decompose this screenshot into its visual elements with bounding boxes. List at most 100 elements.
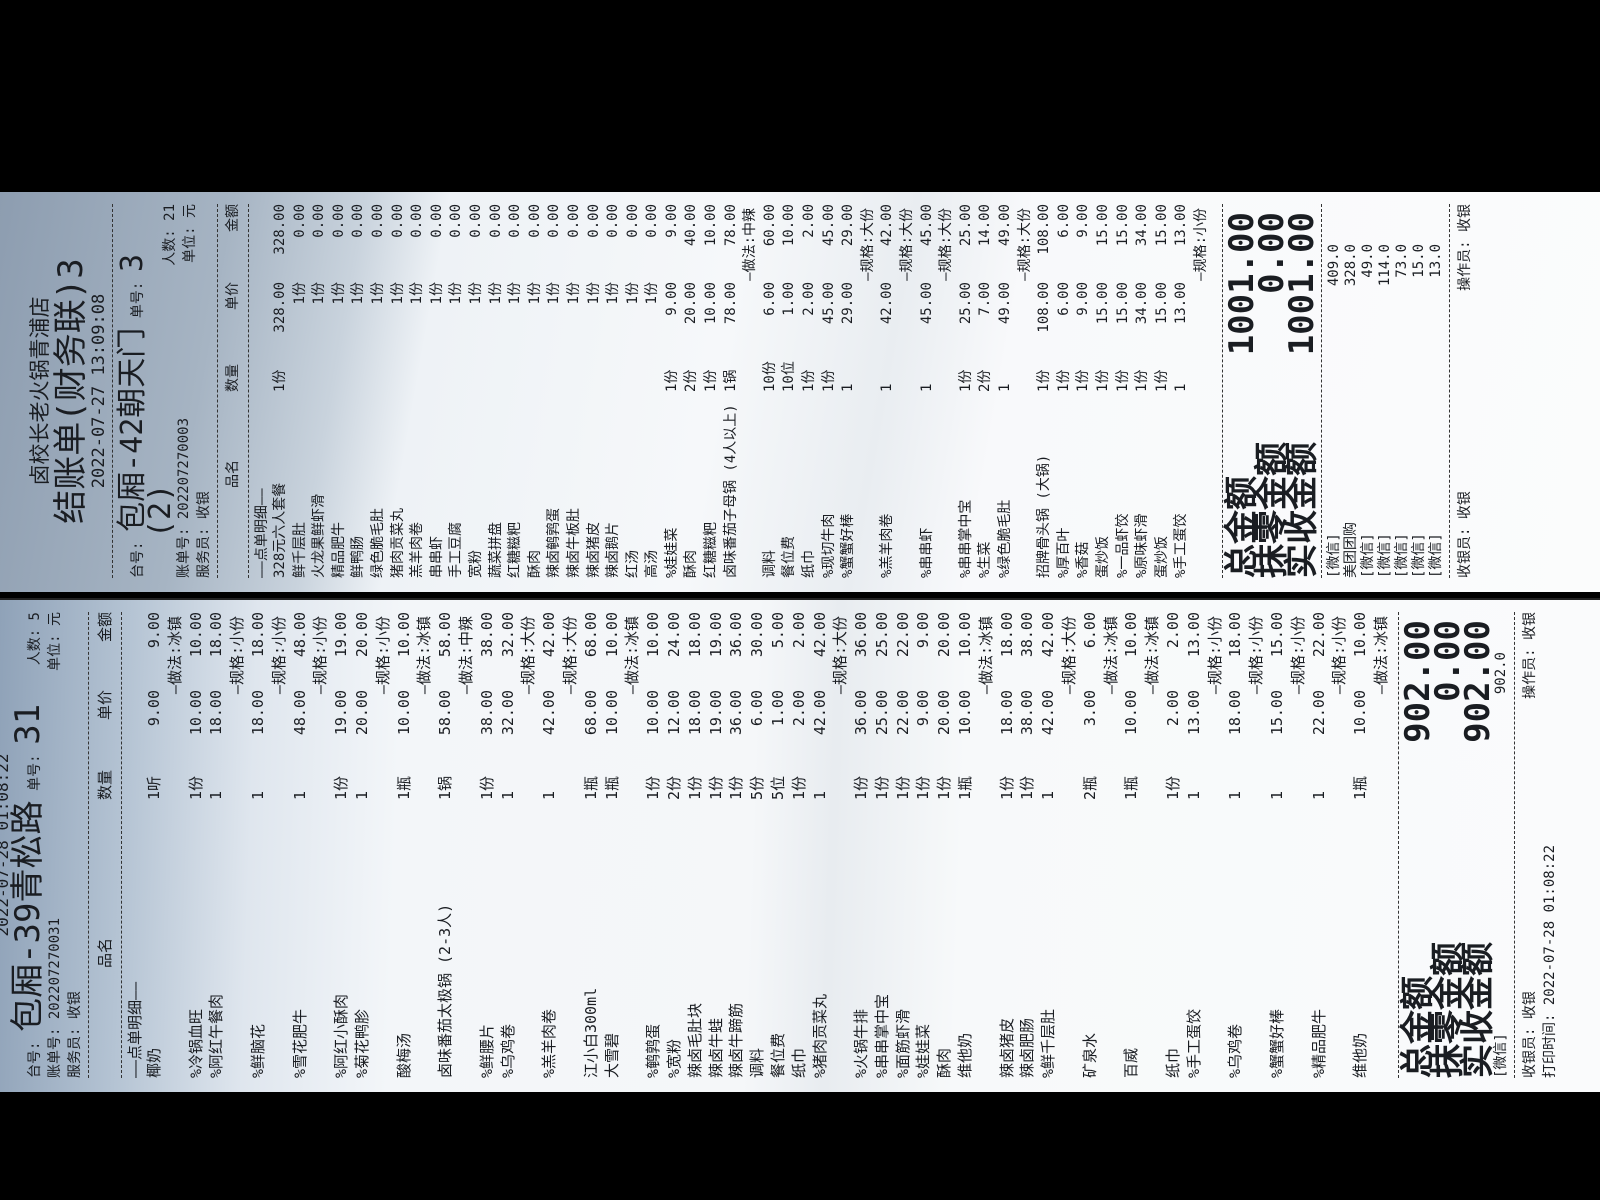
item-amount: 0.00 — [546, 204, 563, 238]
item-name: 酥肉 — [526, 550, 543, 578]
bill-no: 账单号: 202207270031 — [47, 917, 63, 1078]
item-qty — [585, 344, 605, 392]
total-value: 902.00 — [1457, 620, 1498, 743]
item-qty — [467, 344, 487, 392]
item-amount: 0.00 — [605, 204, 622, 238]
item-qty: 1 — [1184, 790, 1203, 800]
item-row: 绿色脆毛肚 1份 0.00 — [369, 204, 389, 578]
item-name: %羔羊肉卷 — [879, 513, 896, 578]
item-row: 纸巾 1份 2.00 2.00 — [789, 612, 810, 1078]
item-row: %羔羊肉卷 1 42.00 42.00 — [539, 612, 560, 1078]
item-name: 绿色脆毛肚 — [369, 508, 386, 578]
item-name: %鲜脑花 — [248, 1023, 267, 1078]
item-name: %鹌鹑蛋 — [644, 1023, 663, 1078]
item-price: 9.00 — [914, 690, 933, 727]
item-price: 9.00 — [145, 690, 163, 727]
divider — [88, 612, 89, 1078]
item-price: 1份 — [330, 282, 347, 305]
unit: 单位: 元 — [182, 204, 198, 263]
item-name: 调料 — [748, 1047, 767, 1078]
item-amount: 13.00 — [1184, 612, 1203, 658]
item-amount: 42.00 — [540, 612, 559, 658]
item-price: 7.00 — [977, 282, 994, 316]
order-no-label: 单号: — [130, 281, 146, 319]
item-price: 10.00 — [956, 690, 975, 736]
item-note: —规格:大份 — [899, 208, 915, 281]
payment-row: [微信] 49.0 — [1360, 204, 1377, 578]
item-price: 9.00 — [663, 282, 680, 316]
item-name: %冷锅血旺 — [186, 1008, 205, 1078]
item-price: 34.00 — [1134, 282, 1151, 325]
item-price: 15.00 — [1114, 282, 1131, 325]
item-name: %串串虾 — [918, 527, 935, 578]
totals: 总金额 902.00 抹零金额 0.00 实收金额 902.00 — [1398, 612, 1498, 1078]
item-amount: 2.00 — [789, 612, 808, 649]
item-row: 羔羊肉卷 1份 0.00 — [408, 204, 428, 578]
item-qty: 2份 — [683, 369, 700, 392]
item-name: 鲜千层肚 — [291, 522, 308, 578]
item-amount: 0.00 — [428, 204, 445, 238]
item-amount: 10.00 — [956, 612, 975, 658]
item-qty: 1 — [918, 383, 935, 392]
item-row: 猪肉贡菜丸 1份 0.00 — [389, 204, 409, 578]
item-note: —规格:小份 — [1205, 616, 1224, 695]
item-name: 维他奶 — [1351, 1032, 1370, 1078]
item-amount: 10.00 — [703, 204, 720, 247]
item-amount: 108.00 — [1036, 204, 1053, 255]
item-name: 百威 — [1122, 1047, 1141, 1078]
item-amount: 6.00 — [1080, 612, 1099, 649]
item-price: 20.00 — [683, 282, 700, 325]
item-row: 辣卤牛蹄筋 1份 36.00 36.00 — [726, 612, 747, 1078]
item-price: 1份 — [624, 282, 641, 305]
item-note: —做法:冰镇 — [1101, 616, 1120, 695]
item-name: 酸梅汤 — [394, 1032, 413, 1078]
item-row: %菊花鸭胗 1 20.00 20.00 — [352, 612, 373, 1078]
item-amount: 6.00 — [1055, 204, 1072, 238]
item-row: 餐位费 10位 1.00 10.00 — [780, 204, 800, 578]
payment-amount: 328.0 — [1342, 244, 1359, 287]
item-row: 椰奶 1听 9.00 9.00 — [144, 612, 165, 1078]
item-amount: 15.00 — [1094, 204, 1111, 247]
operator: 操作员: 收银 — [1456, 204, 1473, 291]
item-name: %鲜千层肚 — [1039, 1008, 1058, 1078]
item-price: 2.00 — [1164, 690, 1183, 727]
item-name: 鲜鸭肠 — [350, 536, 367, 578]
item-qty: 1瓶 — [1351, 775, 1370, 800]
item-amount: 9.00 — [663, 204, 680, 238]
total-value: 1001.00 — [1281, 212, 1322, 356]
item-qty: 2份 — [664, 775, 683, 800]
item-name: 红汤 — [624, 550, 641, 578]
item-qty: 1 — [290, 790, 309, 800]
item-price: 48.00 — [290, 690, 309, 736]
item-note: —规格:大份 — [519, 616, 538, 695]
item-name: 餐位费 — [768, 1032, 787, 1078]
item-qty: 1份 — [1153, 369, 1170, 392]
payment-row: [微信] 73.0 — [1394, 204, 1411, 578]
item-amount: 0.00 — [624, 204, 641, 238]
item-amount: 0.00 — [644, 204, 661, 238]
item-row: %雪花肥牛 1 48.00 48.00 — [290, 612, 311, 1078]
item-price: 68.00 — [581, 690, 600, 736]
item-qty — [487, 344, 507, 392]
item-qty: 1份 — [1036, 369, 1053, 392]
item-price: 10.00 — [1122, 690, 1141, 736]
waiter: 服务员: 收银 — [196, 491, 212, 578]
item-row: %鲜脑花 1 18.00 18.00 — [248, 612, 269, 1078]
payment-method: [微信] — [1376, 533, 1393, 578]
item-note: —规格:大份 — [938, 208, 955, 281]
item-note: —规格:小份 — [311, 616, 330, 695]
item-name: 羔羊肉卷 — [409, 522, 426, 578]
divider — [217, 204, 218, 578]
item-amount: 24.00 — [664, 612, 683, 658]
item-row: 矿泉水 2瓶 3.00 6.00 — [1080, 612, 1101, 1078]
item-note: —做法:冰镇 — [1372, 616, 1391, 695]
item-qty — [330, 344, 350, 392]
item-row: %手工蛋饺 1 13.00 13.00 — [1184, 612, 1205, 1078]
item-name: %娃娃菜 — [663, 527, 680, 578]
guest-count: 人数: 5 — [27, 612, 43, 666]
item-qty: 5位 — [768, 775, 787, 800]
payment-amount: 15.0 — [1410, 244, 1427, 278]
section-title: ——点单明细—— — [254, 488, 270, 578]
item-note: —规格:小份 — [1192, 208, 1209, 281]
item-row: 调料 5份 6.00 30.00 — [747, 612, 768, 1078]
